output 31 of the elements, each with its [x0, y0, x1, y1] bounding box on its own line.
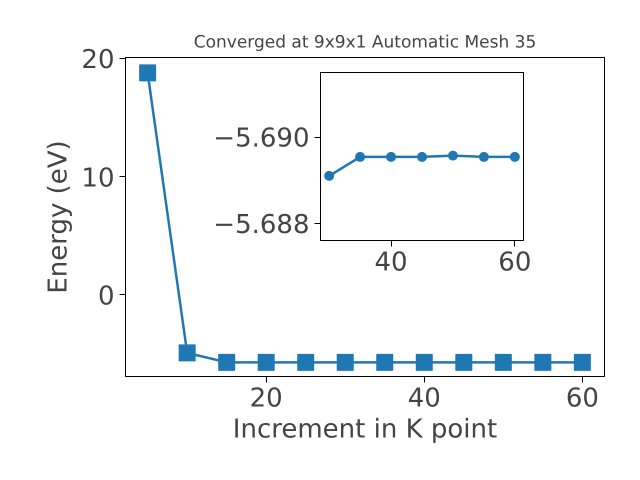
y-tick-label: 20	[81, 45, 115, 76]
point	[386, 152, 396, 162]
x-tick-label: 60	[566, 384, 599, 414]
x-tick-label: 40	[408, 384, 441, 414]
x-tick-label: 60	[498, 248, 532, 278]
point	[478, 152, 489, 162]
chart-title: Converged at 9x9x1 Automatic Mesh 35	[194, 32, 536, 52]
point	[336, 354, 354, 371]
point	[417, 152, 427, 162]
point	[297, 354, 314, 371]
point	[355, 152, 366, 162]
point	[455, 354, 472, 371]
point	[510, 152, 520, 162]
x-axis-title: Increment in K point	[232, 414, 498, 444]
point	[139, 64, 156, 82]
y-tick-label: 0	[98, 281, 115, 312]
point	[218, 354, 236, 371]
point	[416, 354, 433, 371]
x-tick-label: 40	[374, 248, 408, 278]
point	[324, 170, 334, 181]
point	[258, 354, 275, 371]
point	[494, 354, 512, 371]
y-tick-label: 10	[81, 163, 115, 194]
point	[574, 354, 591, 371]
point	[534, 354, 552, 371]
point	[448, 150, 458, 161]
y-axis-title: Energy (eV)	[43, 140, 74, 294]
point	[376, 354, 394, 371]
y-tick-label: −5.690	[213, 124, 310, 154]
y-tick-label: −5.688	[213, 210, 310, 240]
point	[178, 344, 196, 362]
